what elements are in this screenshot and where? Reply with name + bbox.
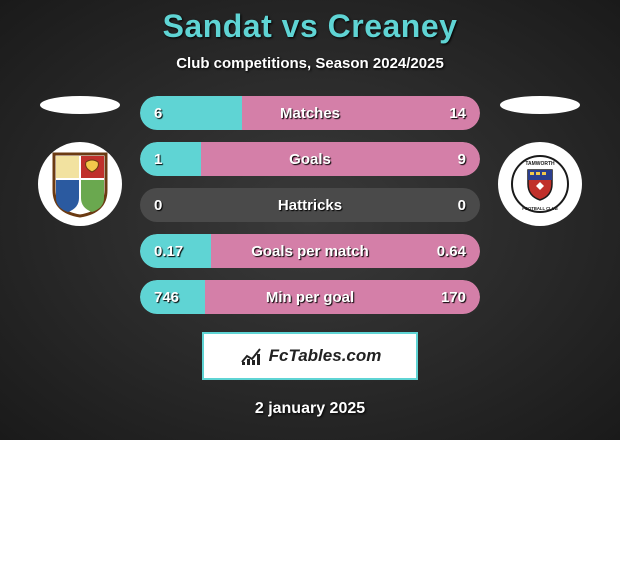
date-label: 2 january 2025 <box>255 400 365 418</box>
badge-bottom-text: FOOTBALL CLUB <box>522 206 558 211</box>
stat-label: Matches <box>280 105 340 122</box>
stat-fill-right <box>201 142 480 176</box>
stat-value-left: 746 <box>154 289 179 306</box>
team-right-placeholder-oval <box>500 96 580 114</box>
stat-value-right: 0.64 <box>437 243 466 260</box>
stat-row: 0 Hattricks 0 <box>140 188 480 222</box>
page-whitespace <box>0 440 620 580</box>
stat-label: Min per goal <box>266 289 354 306</box>
brand-badge[interactable]: FcTables.com <box>202 332 418 380</box>
brand-text: FcTables.com <box>269 346 382 366</box>
team-right-column: TAMWORTH FOOTBALL CLUB <box>490 96 590 226</box>
shield-crest-icon <box>50 150 110 218</box>
stat-label: Hattricks <box>278 197 342 214</box>
round-crest-icon: TAMWORTH FOOTBALL CLUB <box>510 154 570 214</box>
stat-value-left: 1 <box>154 151 162 168</box>
comparison-card: Sandat vs Creaney Club competitions, Sea… <box>0 0 620 440</box>
stat-value-right: 0 <box>458 197 466 214</box>
page-title: Sandat vs Creaney <box>163 8 458 45</box>
badge-top-text: TAMWORTH <box>525 161 555 167</box>
stat-value-left: 0 <box>154 197 162 214</box>
content-row: 6 Matches 14 1 Goals 9 0 Hattricks 0 0.17 Goals pe… <box>0 96 620 314</box>
page-subtitle: Club competitions, Season 2024/2025 <box>176 55 444 72</box>
team-left-badge <box>38 142 122 226</box>
stat-label: Goals per match <box>251 243 369 260</box>
team-left-column <box>30 96 130 226</box>
stat-value-right: 170 <box>441 289 466 306</box>
stat-row: 0.17 Goals per match 0.64 <box>140 234 480 268</box>
stat-value-right: 14 <box>449 105 466 122</box>
stat-row: 1 Goals 9 <box>140 142 480 176</box>
stat-fill-left <box>140 142 201 176</box>
stat-value-left: 0.17 <box>154 243 183 260</box>
stats-list: 6 Matches 14 1 Goals 9 0 Hattricks 0 0.17 Goals pe… <box>140 96 480 314</box>
stat-value-left: 6 <box>154 105 162 122</box>
stat-label: Goals <box>289 151 331 168</box>
stat-row: 6 Matches 14 <box>140 96 480 130</box>
chart-up-icon <box>239 344 263 368</box>
stat-fill-right <box>242 96 480 130</box>
team-right-badge: TAMWORTH FOOTBALL CLUB <box>498 142 582 226</box>
stat-row: 746 Min per goal 170 <box>140 280 480 314</box>
stat-value-right: 9 <box>458 151 466 168</box>
team-left-placeholder-oval <box>40 96 120 114</box>
